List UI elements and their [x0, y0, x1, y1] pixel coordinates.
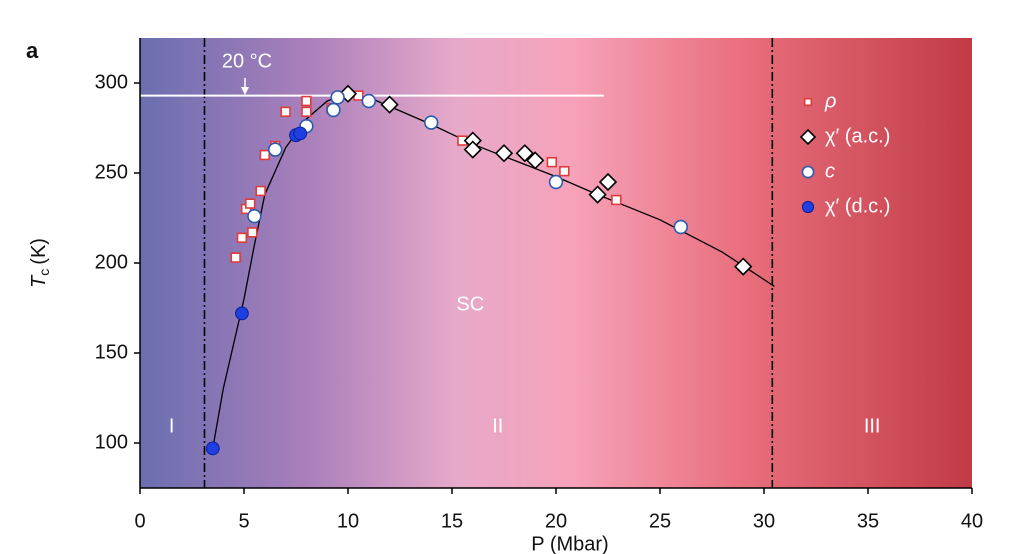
marker-circle: [268, 142, 283, 157]
y-axis-label: Tc (K): [28, 238, 51, 288]
marker-square: [247, 227, 258, 238]
annotation: III: [864, 415, 881, 437]
legend-label: ρ: [824, 90, 836, 112]
marker-square: [301, 106, 312, 118]
marker-circle: [548, 174, 564, 190]
x-tick-label: 25: [649, 510, 671, 532]
panel-label: a: [26, 38, 39, 63]
marker-circle: [673, 219, 688, 235]
y-tick-label: 200: [95, 251, 128, 273]
x-tick-label: 20: [545, 510, 567, 532]
marker-ball: [235, 306, 249, 321]
marker-ball: [205, 441, 220, 456]
marker-square: [280, 106, 291, 118]
annotation: II: [492, 415, 503, 437]
arrow-head: [240, 87, 249, 95]
marker-diamond: [799, 128, 817, 146]
marker-ball: [293, 126, 308, 141]
marker-square: [259, 149, 270, 161]
marker-diamond: [380, 95, 399, 114]
marker-square: [803, 97, 813, 107]
marker-square: [546, 157, 558, 168]
marker-square: [255, 185, 266, 197]
y-tick-label: 150: [95, 341, 128, 363]
marker-circle: [330, 90, 345, 105]
x-tick-label: 10: [337, 510, 359, 532]
x-tick-label: 0: [134, 510, 145, 532]
marker-square: [236, 232, 248, 243]
annotation: SC: [456, 293, 484, 315]
y-label-sub: c: [36, 269, 52, 276]
marker-circle: [247, 209, 262, 224]
y-tick-label: 250: [95, 161, 128, 183]
marker-ball: [801, 200, 815, 214]
annotation: 20 °C: [222, 50, 272, 72]
x-tick-label: 5: [238, 510, 249, 532]
y-label-unit: (K): [28, 238, 50, 265]
marker-diamond: [515, 144, 534, 163]
marker-circle: [801, 165, 815, 179]
x-tick-label: 40: [961, 510, 983, 532]
legend-label: c: [825, 160, 835, 182]
marker-square: [611, 194, 622, 206]
y-tick-label: 300: [95, 71, 128, 93]
x-tick-label: 15: [441, 510, 463, 532]
y-label-main: T: [28, 274, 50, 288]
y-tick-label: 100: [95, 431, 128, 453]
marker-circle: [326, 102, 341, 118]
marker-circle: [361, 93, 376, 109]
marker-square: [230, 252, 241, 263]
marker-diamond: [463, 140, 482, 159]
marker-diamond: [526, 151, 545, 170]
marker-square: [301, 95, 312, 107]
marker-square: [245, 198, 256, 209]
marker-diamond: [588, 185, 607, 204]
marker-diamond: [598, 172, 618, 192]
x-tick-label: 30: [753, 510, 775, 532]
annotation: I: [169, 415, 175, 437]
plot-background: [140, 38, 972, 488]
marker-square: [559, 166, 570, 177]
marker-diamond: [494, 144, 514, 163]
legend-label: χ′ (a.c.): [825, 125, 890, 147]
x-axis-label: P (Mbar): [531, 533, 608, 554]
marker-circle: [424, 115, 439, 130]
marker-diamond: [734, 257, 753, 276]
legend-label: χ′ (d.c.): [825, 195, 890, 217]
x-tick-label: 35: [857, 510, 879, 532]
